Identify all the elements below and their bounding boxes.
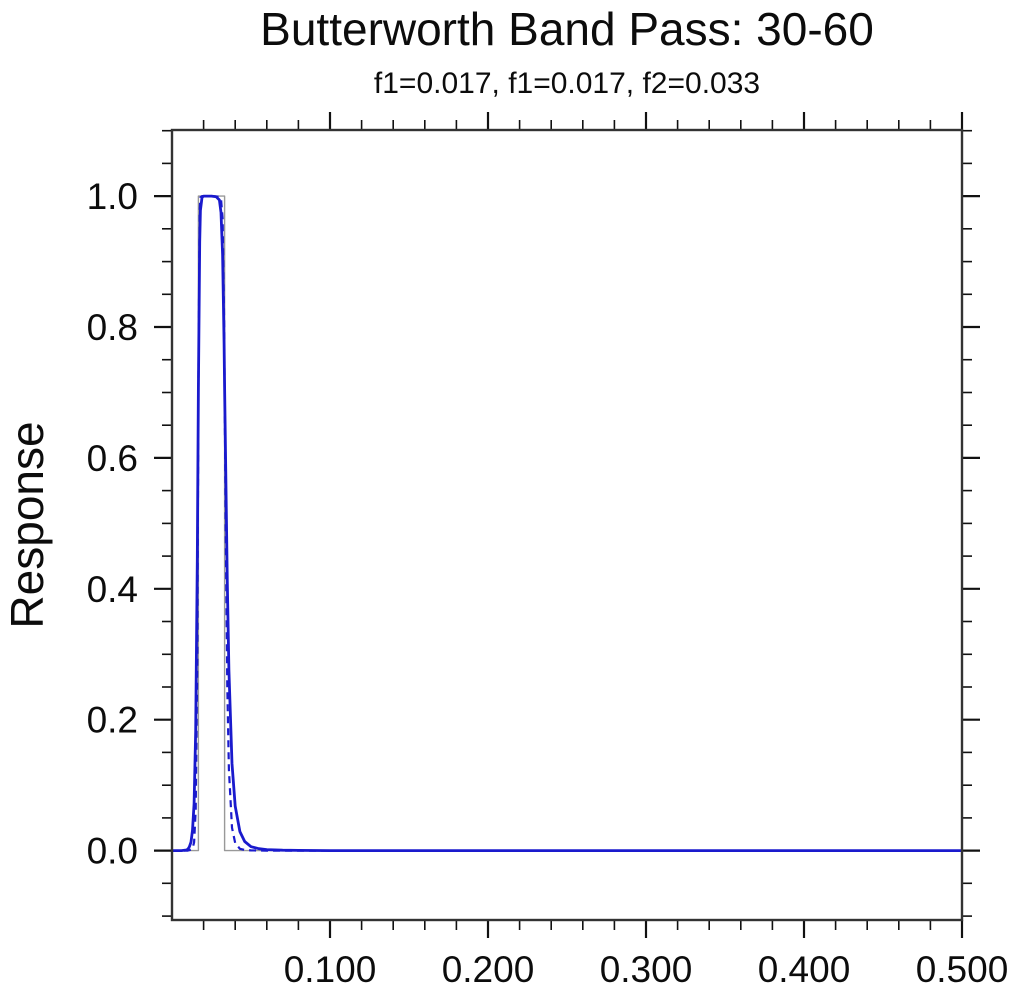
butterworth-response-dashed bbox=[172, 195, 962, 852]
y-tick-label: 1.0 bbox=[87, 176, 138, 217]
butterworth-response-solid bbox=[172, 194, 962, 852]
x-tick-label: 0.400 bbox=[758, 949, 851, 990]
y-tick-label: 0.2 bbox=[87, 700, 138, 741]
x-tick-label: 0.100 bbox=[284, 949, 377, 990]
y-tick-label: 0.8 bbox=[87, 307, 138, 348]
y-tick-label: 0.0 bbox=[87, 831, 138, 872]
x-tick-label: 0.300 bbox=[600, 949, 693, 990]
y-tick-label: 0.4 bbox=[87, 569, 138, 610]
ideal-band-pass bbox=[172, 195, 962, 852]
x-tick-label: 0.200 bbox=[442, 949, 535, 990]
plot-title: Butterworth Band Pass: 30-60 bbox=[260, 3, 874, 55]
plot-subtitle: f1=0.017, f1=0.017, f2=0.033 bbox=[373, 67, 761, 100]
x-tick-label: 0.500 bbox=[916, 949, 1009, 990]
y-tick-label: 0.6 bbox=[87, 438, 138, 479]
plot-frame bbox=[170, 128, 964, 922]
